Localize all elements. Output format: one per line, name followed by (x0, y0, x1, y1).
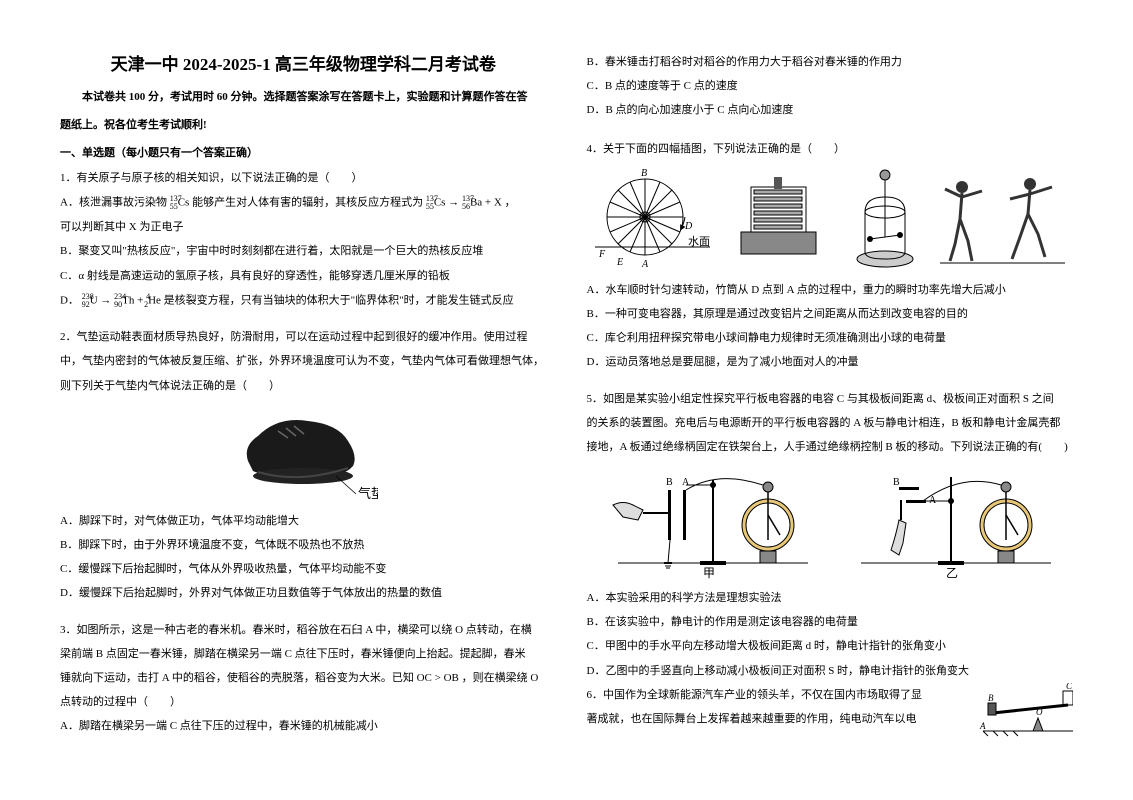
question-1-stem: 1．有关原子与原子核的相关知识，以下说法正确的是（ ） (60, 166, 547, 190)
q5-figures: B A 甲 B (587, 465, 1074, 580)
q3-stem-l3: 锤就向下运动，击打 A 中的稻谷，使稻谷的壳脱落，稻谷变为大米。已知 OC > … (60, 666, 547, 690)
svg-text:O: O (1036, 707, 1043, 717)
waterwheel-icon: B F E A D 水面 (595, 167, 710, 272)
q4-option-b: B．一种可变电容器，其原理是通过改变铝片之间距离从而达到改变电容的目的 (587, 302, 1074, 326)
svg-text:A: A (641, 259, 649, 270)
q4-option-c: C．库仑利用扭秤探究带电小球间静电力规律时无须准确测出小球的电荷量 (587, 326, 1074, 350)
exam-title: 天津一中 2024-2025-1 高三年级物理学科二月考试卷 (60, 50, 547, 75)
q1-option-a-cont: 可以判断其中 X 为正电子 (60, 215, 547, 239)
q3-option-d: D．B 点的向心加速度小于 C 点向心加速度 (587, 98, 1074, 122)
q4-option-d: D．运动员落地总是要屈腿，是为了减小地面对人的冲量 (587, 350, 1074, 374)
athlete-icon (940, 169, 1065, 269)
q5-stem-l3: 接地，A 板通过绝缘柄固定在铁架台上，人手通过绝缘柄控制 B 板的移动。下列说法… (587, 435, 1074, 459)
q1-option-c: C．α 射线是高速运动的氢原子核，具有良好的穿透性，能够穿透几厘米厚的铅板 (60, 264, 547, 288)
q1a-text2: 能够产生对人体有害的辐射，其核反应方程式为 (192, 196, 423, 208)
q3-option-a: A．脚踏在横梁另一端 C 点往下压的过程中，春米锤的机械能减小 (60, 714, 547, 738)
q1d-formula: 23892U → 23490Th + 42He (82, 288, 161, 313)
svg-text:乙: 乙 (946, 566, 958, 580)
q2-option-b: B．脚踩下时，由于外界环境温度不变，气体既不吸热也不放热 (60, 533, 547, 557)
q3-option-b: B．春米锤击打稻谷时对稻谷的作用力大于稻谷对春米锤的作用力 (587, 50, 1074, 74)
q1-option-b: B．聚变又叫"热核反应"，宇宙中时时刻刻都在进行着，太阳就是一个巨大的热核反应堆 (60, 239, 547, 263)
svg-text:B: B (666, 477, 673, 488)
q5-option-c: C．甲图中的手水平向左移动增大极板间距离 d 时，静电计指针的张角变小 (587, 634, 1074, 658)
svg-text:F: F (598, 249, 606, 260)
torsion-balance-icon (848, 167, 923, 272)
svg-text:B: B (641, 168, 647, 179)
q2-option-a: A．脚踩下时，对气体做正功，气体平均动能增大 (60, 509, 547, 533)
q1a-text3: ， (505, 196, 516, 208)
shoe-label: 气垫 (358, 486, 378, 501)
q2-stem-l3: 则下列关于气垫内气体说法正确的是（ ） (60, 374, 547, 398)
shoe-icon: 气垫 (228, 406, 378, 501)
svg-text:B: B (988, 693, 994, 703)
q6-stem-l1: 6．中国作为全球新能源汽车产业的领头羊，不仅在国内市场取得了显 (587, 683, 979, 707)
q3-stem-l4: 点转动的过程中（ ） (60, 690, 547, 714)
q5-stem-l1: 5．如图是某实验小组定性探究平行板电容器的电容 C 与其极板间距离 d、极板间正… (587, 387, 1074, 411)
apparatus-jia-icon: B A 甲 (608, 465, 808, 580)
svg-text:D: D (684, 221, 693, 232)
q2-stem-l2: 中，气垫内密封的气体被反复压缩、扩张，外界环境温度可认为不变，气垫内气体可看做理… (60, 349, 547, 373)
q5-option-b: B．在该实验中，静电计的作用是测定该电容器的电荷量 (587, 610, 1074, 634)
left-column: 天津一中 2024-2025-1 高三年级物理学科二月考试卷 本试卷共 100 … (60, 50, 547, 780)
q3-stem-l1: 3．如图所示，这是一种古老的春米机。春米时，稻谷放在石臼 A 中，横梁可以绕 O… (60, 618, 547, 642)
svg-text:A: A (979, 721, 986, 731)
capacitor-icon (726, 172, 831, 267)
q5-option-d: D．乙图中的手竖直向上移动减小极板间正对面积 S 时，静电计指针的张角变大 (587, 659, 1074, 683)
q2-stem-l1: 2．气垫运动鞋表面材质导热良好，防滑耐用，可以在运动过程中起到很好的缓冲作用。使… (60, 325, 547, 349)
svg-text:B: B (893, 477, 900, 488)
q5-option-a: A．本实验采用的科学方法是理想实验法 (587, 586, 1074, 610)
instructions-line2: 题纸上。祝各位考生考试顺利! (60, 113, 547, 137)
section-1-heading: 一、单选题（每小题只有一个答案正确） (60, 141, 547, 165)
q4-figures: B F E A D 水面 (587, 167, 1074, 272)
q1a-formula2: 13755Cs → 13756Ba + X (426, 190, 502, 215)
right-column: B．春米锤击打稻谷时对稻谷的作用力大于稻谷对春米锤的作用力 C．B 点的速度等于… (587, 50, 1074, 780)
instr-text-1: 本试卷共 100 分，考试用时 60 分钟。选择题答案涂写在答题卡上，实验题和计… (82, 91, 528, 103)
instructions-line1: 本试卷共 100 分，考试用时 60 分钟。选择题答案涂写在答题卡上，实验题和计… (60, 85, 547, 109)
q4-stem: 4．关于下面的四幅插图，下列说法正确的是（ ） (587, 137, 1074, 161)
q1a-formula1: 13755Cs (170, 190, 190, 215)
svg-text:甲: 甲 (703, 566, 715, 580)
q1-option-a: A．核泄漏事故污染物 13755Cs 能够产生对人体有害的辐射，其核反应方程式为… (60, 190, 547, 215)
q6-stem-l2: 著成就，也在国际舞台上发挥着越来越重要的作用，纯电动汽车以电 (587, 707, 979, 731)
q1d-text2: 是核裂变方程，只有当铀块的体积大于"临界体积"时，才能发生链式反应 (164, 294, 514, 306)
lever-mill-icon: B O C A (978, 683, 1073, 738)
svg-text:E: E (616, 257, 623, 268)
q3-option-c: C．B 点的速度等于 C 点的速度 (587, 74, 1074, 98)
shoe-figure: 气垫 (60, 406, 547, 501)
svg-text:A: A (682, 477, 690, 488)
q5-stem-l2: 的关系的装置图。充电后与电源断开的平行板电容器的 A 板与静电计相连，B 板和静… (587, 411, 1074, 435)
q2-option-c: C．缓慢踩下后抬起脚时，气体从外界吸收热量，气体平均动能不变 (60, 557, 547, 581)
q1a-text1: A．核泄漏事故污染物 (60, 196, 167, 208)
svg-text:C: C (1066, 683, 1073, 691)
svg-text:水面: 水面 (688, 235, 710, 248)
q4-option-a: A．水车顺时针匀速转动，竹筒从 D 点到 A 点的过程中，重力的瞬时功率先增大后… (587, 278, 1074, 302)
q2-option-d: D．缓慢踩下后抬起脚时，外界对气体做正功且数值等于气体放出的热量的数值 (60, 581, 547, 605)
apparatus-yi-icon: B A 乙 (851, 465, 1051, 580)
q1-option-d: D． 23892U → 23490Th + 42He 是核裂变方程，只有当铀块的… (60, 288, 547, 313)
q3-stem-l2: 梁前端 B 点固定一春米锤，脚踏在横梁另一端 C 点往下压时，春米锤便向上抬起。… (60, 642, 547, 666)
q1d-text1: D． (60, 294, 79, 306)
